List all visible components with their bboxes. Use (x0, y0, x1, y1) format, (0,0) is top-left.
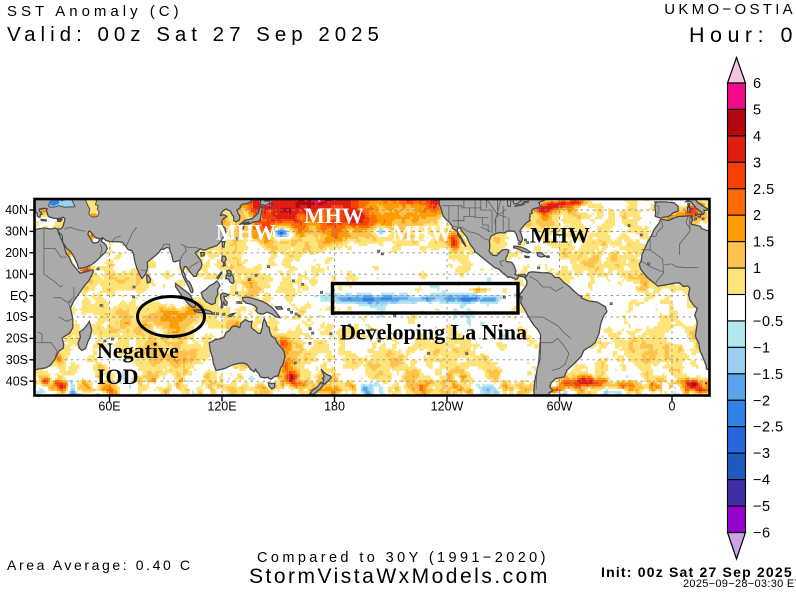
svg-text:0.5: 0.5 (753, 288, 775, 304)
svg-text:−1: −1 (753, 340, 771, 356)
svg-text:6: 6 (753, 76, 762, 92)
svg-text:EQ: EQ (10, 289, 28, 303)
svg-text:5: 5 (753, 102, 762, 118)
svg-text:30N: 30N (5, 225, 28, 239)
svg-text:10N: 10N (5, 267, 28, 281)
svg-text:−6: −6 (753, 526, 771, 542)
svg-text:Negative: Negative (97, 338, 179, 363)
svg-text:−5: −5 (753, 499, 771, 515)
svg-text:−3: −3 (753, 446, 771, 462)
svg-text:180: 180 (324, 400, 345, 414)
svg-text:0: 0 (669, 400, 676, 414)
svg-text:120E: 120E (207, 400, 236, 414)
svg-text:2: 2 (753, 208, 762, 224)
svg-text:20N: 20N (5, 246, 28, 260)
svg-text:30S: 30S (6, 353, 28, 367)
svg-text:10S: 10S (6, 310, 28, 324)
svg-text:MHW: MHW (530, 223, 590, 248)
svg-text:MHW: MHW (392, 221, 452, 246)
svg-text:40N: 40N (5, 203, 28, 217)
svg-text:Developing La Nina: Developing La Nina (340, 320, 527, 345)
svg-text:−2: −2 (753, 393, 771, 409)
svg-text:−0.5: −0.5 (753, 314, 784, 330)
svg-text:40S: 40S (6, 374, 28, 388)
svg-text:−2.5: −2.5 (753, 420, 784, 436)
svg-text:20S: 20S (6, 332, 28, 346)
svg-text:60E: 60E (98, 400, 120, 414)
svg-text:MHW: MHW (304, 203, 364, 228)
svg-text:1.5: 1.5 (753, 235, 775, 251)
svg-text:−4: −4 (753, 473, 771, 489)
svg-text:120W: 120W (431, 400, 464, 414)
svg-text:60W: 60W (547, 400, 573, 414)
svg-text:MHW: MHW (216, 220, 276, 245)
svg-text:1: 1 (753, 261, 762, 277)
svg-text:4: 4 (753, 129, 762, 145)
svg-text:−1.5: −1.5 (753, 367, 784, 383)
svg-text:IOD: IOD (97, 364, 139, 389)
svg-text:2.5: 2.5 (753, 182, 775, 198)
svg-text:3: 3 (753, 155, 762, 171)
